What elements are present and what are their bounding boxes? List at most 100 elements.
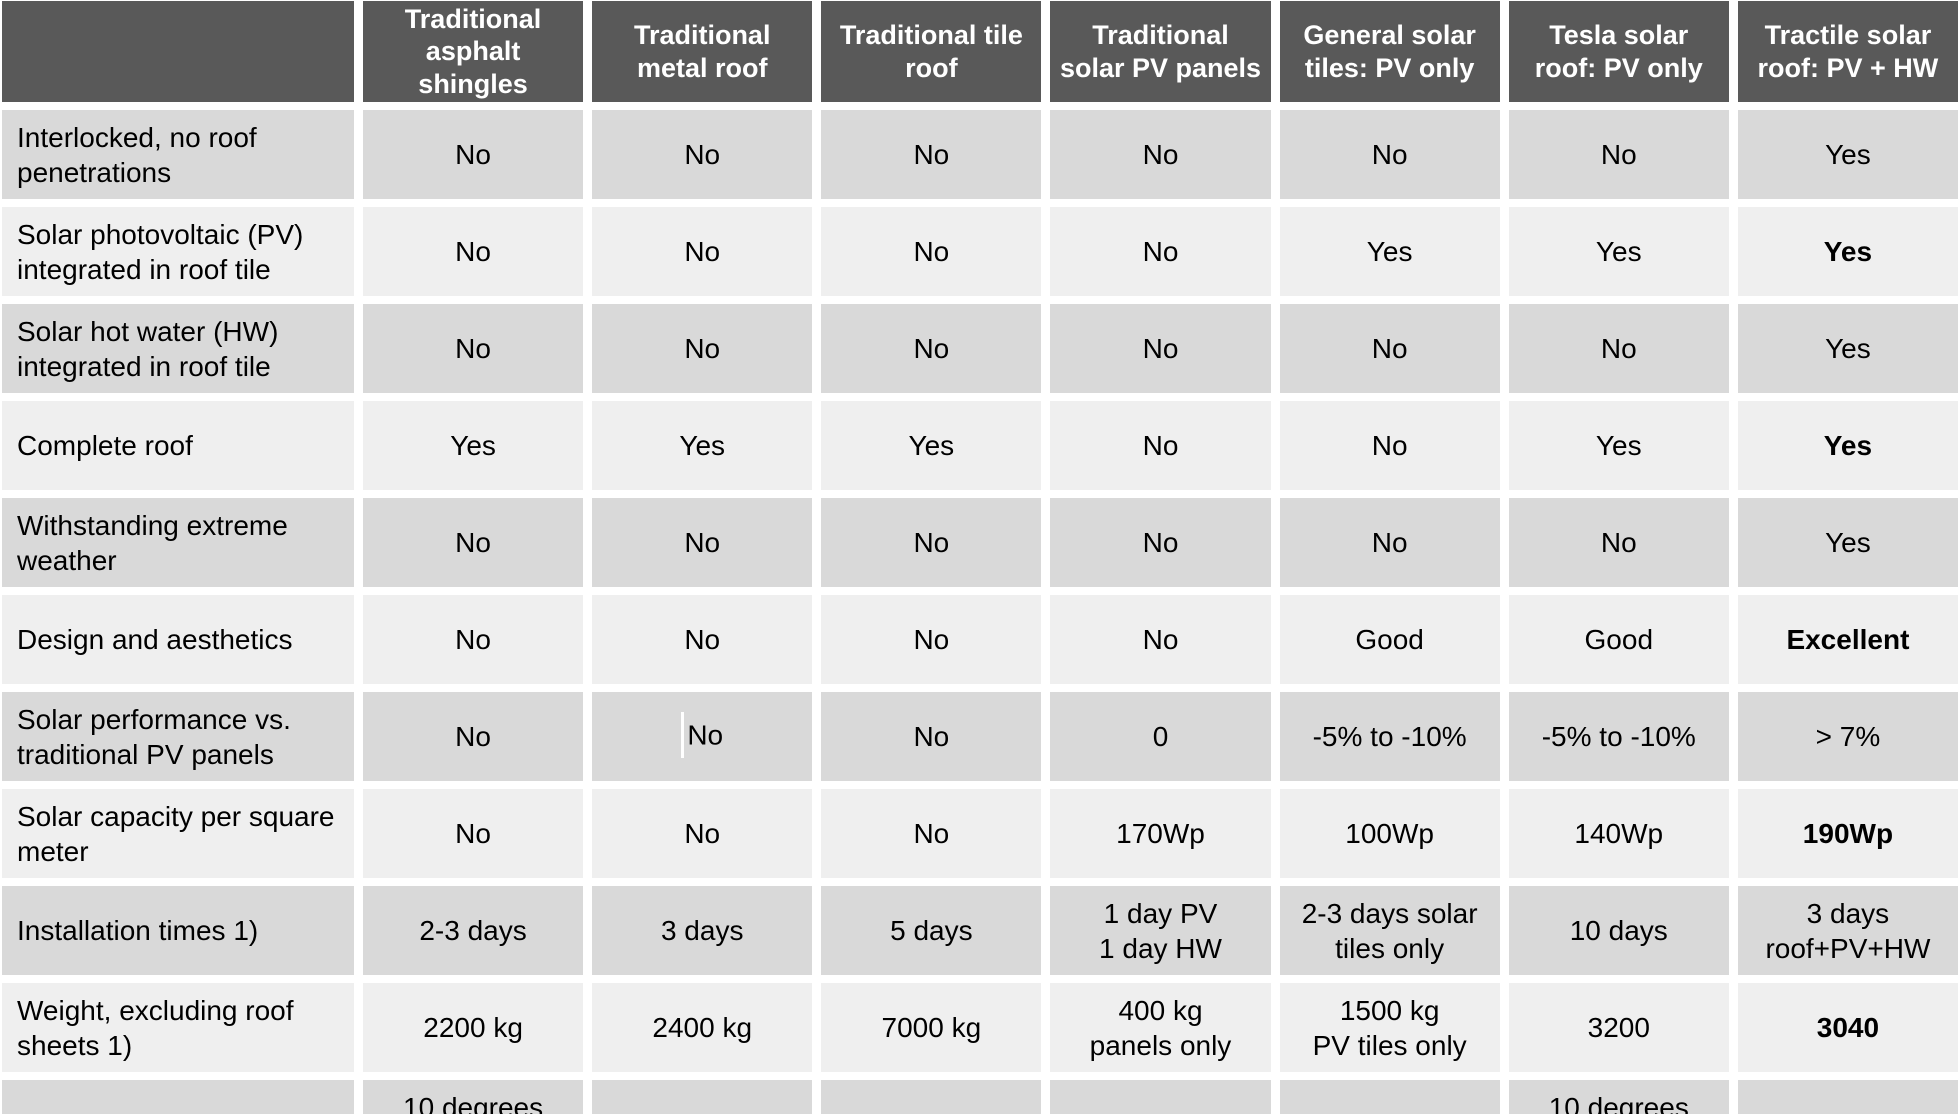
table-cell[interactable]: No <box>821 692 1042 782</box>
table-cell[interactable]: No <box>1508 498 1729 588</box>
table-row: Complete roof Yes Yes Yes No No Yes Yes <box>2 401 1958 491</box>
table-cell[interactable]: 2-3 days solar tiles only <box>1279 886 1500 976</box>
table-cell[interactable]: Good <box>1279 595 1500 685</box>
table-cell[interactable]: Yes <box>1737 304 1958 394</box>
table-cell[interactable]: No <box>363 595 584 685</box>
row-label[interactable]: Interlocked, no roof penetrations <box>2 110 354 200</box>
column-header[interactable]: Traditional asphalt shingles <box>363 1 584 103</box>
table-cell[interactable]: No <box>1050 110 1271 200</box>
table-cell[interactable]: 15 degrees <box>1279 1080 1500 1114</box>
row-label[interactable]: Design and aesthetics <box>2 595 354 685</box>
table-cell[interactable]: 3200 <box>1508 983 1729 1073</box>
column-header[interactable]: Tesla solar roof: PV only <box>1508 1 1729 103</box>
row-label[interactable]: Installation times 1) <box>2 886 354 976</box>
table-cell[interactable]: 5 degrees <box>592 1080 813 1114</box>
table-cell[interactable]: No <box>363 304 584 394</box>
table-cell[interactable]: No <box>1279 304 1500 394</box>
table-cell[interactable]: No <box>821 498 1042 588</box>
table-cell[interactable]: Yes <box>592 401 813 491</box>
table-row: Solar photovoltaic (PV) integrated in ro… <box>2 207 1958 297</box>
table-cell[interactable]: No <box>1279 401 1500 491</box>
table-cell[interactable]: No <box>1050 595 1271 685</box>
table-cell[interactable]: 2-3 days <box>363 886 584 976</box>
table-cell[interactable]: No <box>1508 110 1729 200</box>
row-label[interactable]: Withstanding extreme weather <box>2 498 354 588</box>
table-cell[interactable]: 15 degrees <box>821 1080 1042 1114</box>
table-cell[interactable]: No <box>592 595 813 685</box>
table-cell[interactable]: Yes <box>1737 401 1958 491</box>
table-cell[interactable]: 400 kg panels only <box>1050 983 1271 1073</box>
table-cell[interactable]: No <box>1279 498 1500 588</box>
table-cell[interactable]: No <box>1050 401 1271 491</box>
table-cell[interactable]: No <box>592 110 813 200</box>
table-cell[interactable]: 7000 kg <box>821 983 1042 1073</box>
table-cell[interactable]: 2200 kg <box>363 983 584 1073</box>
table-cell[interactable]: No <box>821 789 1042 879</box>
table-cell[interactable]: No <box>363 692 584 782</box>
row-label[interactable]: Complete roof <box>2 401 354 491</box>
table-cell[interactable]: Yes <box>1737 498 1958 588</box>
table-cell[interactable]: 5 days <box>821 886 1042 976</box>
table-cell[interactable]: Yes <box>821 401 1042 491</box>
table-cell[interactable]: Yes <box>1508 207 1729 297</box>
column-header[interactable]: General solar tiles: PV only <box>1279 1 1500 103</box>
table-cell[interactable]: 3040 <box>1737 983 1958 1073</box>
table-cell[interactable]: No <box>592 207 813 297</box>
table-cell[interactable]: No <box>1279 110 1500 200</box>
table-cell[interactable]: 10 days <box>1508 886 1729 976</box>
table-cell[interactable]: 100Wp <box>1279 789 1500 879</box>
table-cell[interactable]: 0 <box>1050 692 1271 782</box>
table-cell[interactable]: 10 degrees (with sheathing) <box>363 1080 584 1114</box>
table-cell[interactable]: 1500 kg PV tiles only <box>1279 983 1500 1073</box>
table-cell[interactable]: n/a <box>1050 1080 1271 1114</box>
table-cell[interactable]: No <box>363 789 584 879</box>
table-cell[interactable]: 170Wp <box>1050 789 1271 879</box>
table-cell[interactable]: Yes <box>363 401 584 491</box>
table-cell[interactable]: No <box>592 692 813 782</box>
table-cell[interactable]: 10 degrees (with sheathing) <box>1508 1080 1729 1114</box>
table-cell[interactable]: 10 degrees (3 degrees) <box>1737 1080 1958 1114</box>
table-cell[interactable]: No <box>592 789 813 879</box>
table-cell[interactable]: No <box>821 110 1042 200</box>
table-row: Solar hot water (HW) integrated in roof … <box>2 304 1958 394</box>
table-cell[interactable]: No <box>363 207 584 297</box>
table-cell[interactable]: Yes <box>1279 207 1500 297</box>
table-cell[interactable]: No <box>1050 498 1271 588</box>
table-cell[interactable]: No <box>1050 304 1271 394</box>
column-header[interactable]: Tractile solar roof: PV + HW <box>1737 1 1958 103</box>
table-cell[interactable]: No <box>821 595 1042 685</box>
table-cell[interactable]: Good <box>1508 595 1729 685</box>
table-cell[interactable]: 140Wp <box>1508 789 1729 879</box>
corner-header-cell[interactable] <box>2 1 354 103</box>
row-label[interactable]: Solar hot water (HW) integrated in roof … <box>2 304 354 394</box>
row-label[interactable]: Weight, excluding roof sheets 1) <box>2 983 354 1073</box>
table-row: Design and aesthetics No No No No Good Good Exc… <box>2 595 1958 685</box>
table-cell[interactable]: Yes <box>1737 110 1958 200</box>
table-cell[interactable]: Yes <box>1508 401 1729 491</box>
column-header[interactable]: Traditional tile roof <box>821 1 1042 103</box>
table-cell[interactable]: 190Wp <box>1737 789 1958 879</box>
column-header[interactable]: Traditional solar PV panels <box>1050 1 1271 103</box>
table-cell[interactable]: > 7% <box>1737 692 1958 782</box>
table-cell[interactable]: 3 days roof+PV+HW <box>1737 886 1958 976</box>
table-cell[interactable]: No <box>592 498 813 588</box>
column-header[interactable]: Traditional metal roof <box>592 1 813 103</box>
table-cell[interactable]: Yes <box>1737 207 1958 297</box>
row-label[interactable]: Solar capacity per square meter <box>2 789 354 879</box>
table-cell[interactable]: Excellent <box>1737 595 1958 685</box>
table-cell[interactable]: No <box>821 207 1042 297</box>
row-label[interactable]: Minimum roof pitch for standard install … <box>2 1080 354 1114</box>
table-cell[interactable]: No <box>821 304 1042 394</box>
table-cell[interactable]: 1 day PV 1 day HW <box>1050 886 1271 976</box>
table-cell[interactable]: No <box>363 110 584 200</box>
row-label[interactable]: Solar performance vs. traditional PV pan… <box>2 692 354 782</box>
table-cell[interactable]: 3 days <box>592 886 813 976</box>
row-label[interactable]: Solar photovoltaic (PV) integrated in ro… <box>2 207 354 297</box>
table-cell[interactable]: -5% to -10% <box>1508 692 1729 782</box>
table-cell[interactable]: No <box>592 304 813 394</box>
table-cell[interactable]: -5% to -10% <box>1279 692 1500 782</box>
table-cell[interactable]: No <box>363 498 584 588</box>
table-cell[interactable]: No <box>1508 304 1729 394</box>
table-cell[interactable]: 2400 kg <box>592 983 813 1073</box>
table-cell[interactable]: No <box>1050 207 1271 297</box>
